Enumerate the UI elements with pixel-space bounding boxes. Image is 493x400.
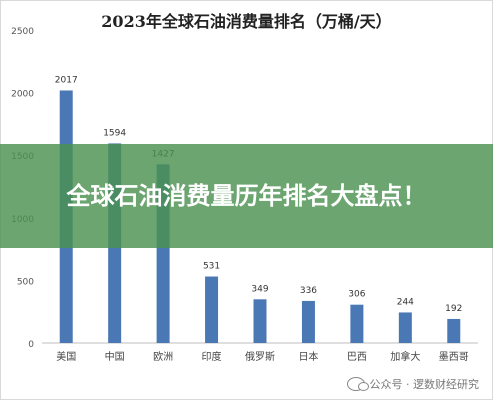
title-banner: 全球石油消费量历年排名大盘点！ xyxy=(0,144,493,248)
x-tick-label: 巴西 xyxy=(347,351,367,363)
data-label: 306 xyxy=(348,290,365,300)
data-label: 336 xyxy=(300,286,317,296)
data-label: 2017 xyxy=(55,75,78,85)
x-tick-label: 墨西哥 xyxy=(439,351,469,363)
x-tick-label: 欧洲 xyxy=(153,351,173,363)
y-tick-label: 0 xyxy=(28,340,34,350)
data-label: 1594 xyxy=(103,128,126,138)
y-tick-label: 2000 xyxy=(11,90,34,100)
y-tick-label: 2500 xyxy=(11,27,34,37)
bar xyxy=(398,312,412,343)
y-tick-label: 500 xyxy=(17,277,34,287)
bar xyxy=(447,318,461,343)
banner-text: 全球石油消费量历年排名大盘点！ xyxy=(66,182,427,210)
data-label: 349 xyxy=(251,284,268,294)
data-label: 531 xyxy=(203,262,220,272)
watermark: 公众号 · 逻数财经研究 xyxy=(346,376,480,392)
data-label: 192 xyxy=(445,304,462,314)
x-tick-label: 日本 xyxy=(298,350,318,363)
bar xyxy=(301,300,315,343)
wechat-icon xyxy=(346,377,369,391)
x-tick-label: 美国 xyxy=(56,350,76,363)
x-tick-label: 中国 xyxy=(105,350,125,363)
x-tick-label: 加拿大 xyxy=(390,350,420,363)
x-tick-label: 印度 xyxy=(202,350,222,363)
bar xyxy=(253,299,267,343)
bar xyxy=(205,276,219,343)
data-label: 244 xyxy=(397,297,414,307)
x-tick-label: 俄罗斯 xyxy=(245,350,275,363)
bar xyxy=(350,304,364,343)
watermark-text: 公众号 · 逻数财经研究 xyxy=(369,378,480,391)
chart-title: 2023年全球石油消费量排名（万桶/天） xyxy=(101,12,392,31)
